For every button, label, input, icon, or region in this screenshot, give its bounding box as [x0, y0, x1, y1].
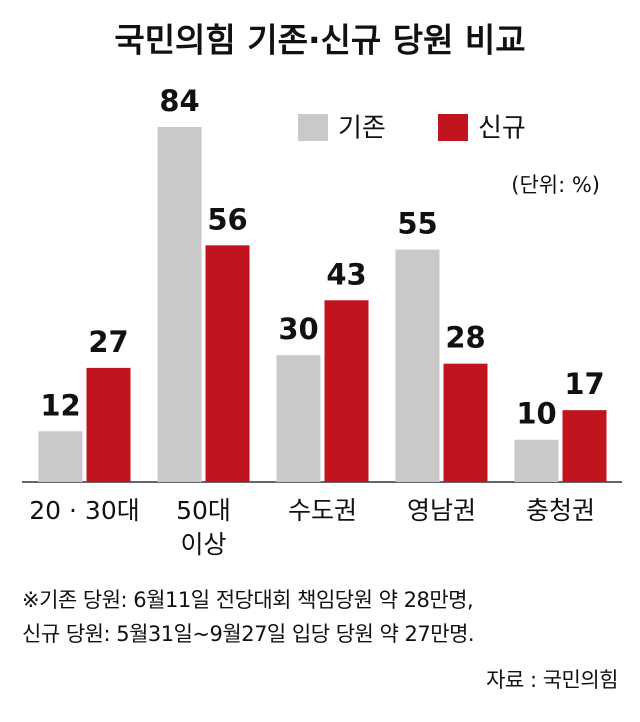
- value-label: 28: [445, 321, 485, 355]
- bar: [276, 355, 321, 482]
- bar: [514, 439, 559, 482]
- bar: [562, 410, 607, 482]
- unit-label: (단위: %): [511, 173, 600, 197]
- value-label: 10: [516, 397, 556, 431]
- legend-label: 신규: [478, 114, 526, 144]
- x-tick-label: 20 · 30대: [29, 496, 140, 525]
- footnote: ※기존 당원: 6월11일 전당대회 책임당원 약 28만명,: [22, 588, 474, 612]
- legend-swatch: [298, 114, 328, 141]
- x-tick-label: 충청권: [525, 496, 595, 525]
- value-label: 56: [207, 202, 247, 236]
- value-label: 27: [88, 325, 128, 359]
- x-tick-label: 수도권: [287, 496, 357, 525]
- value-label: 84: [159, 84, 199, 118]
- bar: [205, 245, 250, 482]
- bar: [395, 249, 440, 482]
- bar: [157, 127, 202, 482]
- bar: [86, 367, 131, 482]
- footnote: 신규 당원: 5월31일~9월27일 입당 당원 약 27만명.: [22, 622, 475, 646]
- bar: [38, 431, 83, 482]
- chart-title: 국민의힘 기존·신규 당원 비교: [114, 21, 525, 60]
- legend-label: 기존: [338, 114, 386, 144]
- source: 자료 : 국민의힘: [486, 668, 618, 692]
- value-label: 43: [326, 257, 366, 291]
- x-tick-label: 영남권: [406, 496, 476, 525]
- value-label: 30: [278, 312, 318, 346]
- x-tick-label: 50대 이상: [176, 496, 231, 559]
- value-label: 12: [40, 388, 80, 422]
- value-label: 55: [397, 207, 437, 241]
- legend-swatch: [438, 114, 468, 141]
- bar: [324, 300, 369, 482]
- bar: [443, 363, 488, 482]
- value-label: 17: [564, 367, 604, 401]
